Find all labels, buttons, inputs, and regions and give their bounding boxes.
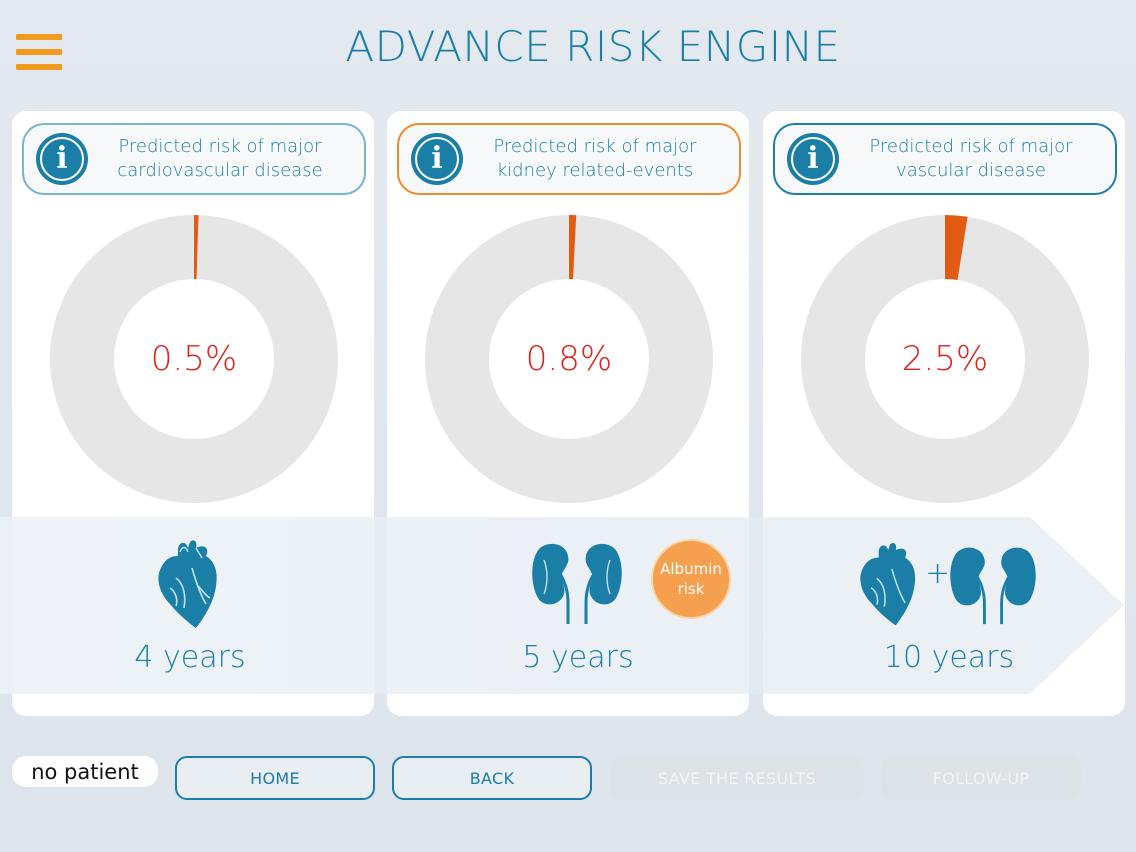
vascular-years: 10 years [883, 640, 1015, 675]
hamburger-menu-icon[interactable] [16, 34, 62, 70]
risk-slice [945, 215, 968, 280]
vascular-risk-value: 2.5% [901, 339, 989, 379]
info-icon[interactable]: i [36, 133, 88, 185]
risk-slice [569, 215, 577, 280]
cardiovascular-info-box[interactable]: i Predicted risk of major cardiovascular… [22, 123, 366, 195]
vascular-risk-donut [801, 215, 1089, 503]
home-button[interactable]: HOME [175, 756, 375, 800]
follow-up-button[interactable]: FOLLOW-UP [881, 756, 1081, 800]
app-title: ADVANCE RISK ENGINE [345, 22, 841, 71]
albumin-risk-button[interactable]: Albumin risk [651, 539, 731, 619]
cardiovascular-info-label: Predicted risk of major cardiovascular d… [117, 136, 323, 181]
kidneys-icon [950, 547, 1036, 625]
kidney-risk-donut [425, 215, 713, 503]
vascular-info-label: Predicted risk of major vascular disease [869, 136, 1073, 181]
risk-slice [194, 215, 199, 280]
plus-sign: + [925, 556, 951, 591]
heart-icon [158, 540, 217, 628]
vascular-info-box[interactable]: i Predicted risk of major vascular disea… [773, 123, 1117, 195]
cardiovascular-risk-donut [50, 215, 338, 503]
save-results-button[interactable]: SAVE THE RESULTS [610, 756, 864, 800]
kidney-info-box[interactable]: i Predicted risk of major kidney related… [397, 123, 741, 195]
vascular-risk-panel: i Predicted risk of major vascular disea… [763, 111, 1125, 716]
kidneys-icon [532, 543, 622, 624]
kidney-risk-value: 0.8% [525, 339, 613, 379]
cardiovascular-years: 4 years [134, 640, 246, 675]
info-icon[interactable]: i [787, 133, 839, 185]
heart-icon [860, 542, 916, 626]
info-icon[interactable]: i [411, 133, 463, 185]
cardiovascular-risk-value: 0.5% [150, 339, 238, 379]
kidney-years: 5 years [522, 640, 634, 675]
patient-label: no patient [12, 756, 158, 787]
back-button[interactable]: BACK [392, 756, 592, 800]
kidney-info-label: Predicted risk of major kidney related-e… [493, 136, 697, 181]
